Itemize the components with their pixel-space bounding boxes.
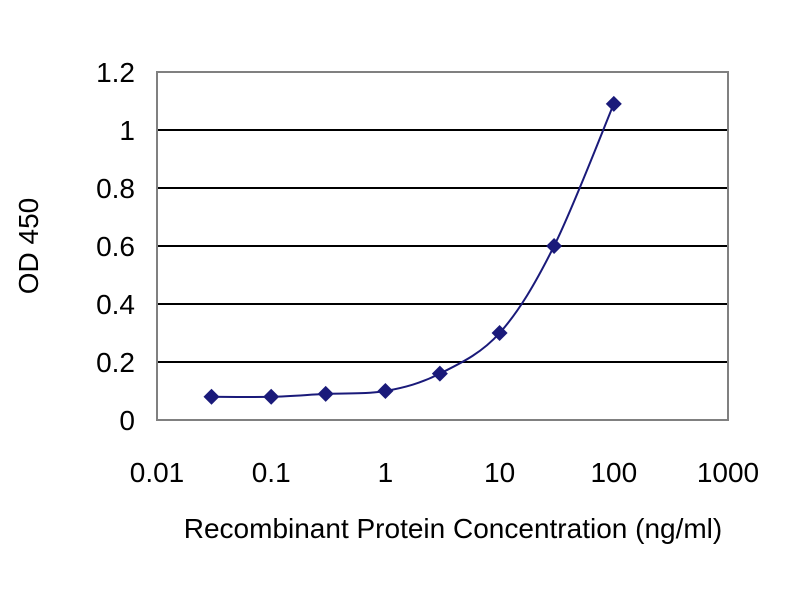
y-tick-label: 0.2 [96, 347, 135, 378]
y-tick-labels: 0 0.2 0.4 0.6 0.8 1 1.2 [96, 57, 135, 436]
x-tick-label: 0.1 [252, 457, 291, 488]
data-point-5 [491, 325, 508, 341]
x-tick-label: 1000 [697, 457, 759, 488]
y-tick-label: 1.2 [96, 57, 135, 88]
x-tick-label: 100 [590, 457, 637, 488]
y-tick-label: 0.8 [96, 173, 135, 204]
data-point-4 [431, 365, 448, 382]
gridlines [157, 129, 728, 363]
x-tick-label: 10 [484, 457, 515, 488]
data-point-0 [203, 388, 220, 405]
y-tick-label: 0.6 [96, 231, 135, 262]
x-tick-label: 1 [378, 457, 394, 488]
y-tick-label: 0 [119, 405, 135, 436]
y-tick-label: 1 [119, 115, 135, 146]
y-axis-label: OD 450 [13, 198, 44, 295]
x-axis-label: Recombinant Protein Concentration (ng/ml… [184, 513, 722, 544]
data-point-1 [263, 388, 280, 405]
x-tick-labels: 0.01 0.1 1 10 100 1000 [130, 457, 759, 488]
x-tick-label: 0.01 [130, 457, 185, 488]
data-point-7 [605, 95, 622, 112]
data-point-6 [546, 238, 563, 254]
plot-area [156, 71, 729, 421]
data-point-3 [377, 383, 394, 399]
data-point-2 [317, 385, 334, 402]
series-markers [203, 95, 622, 405]
y-tick-label: 0.4 [96, 289, 135, 320]
